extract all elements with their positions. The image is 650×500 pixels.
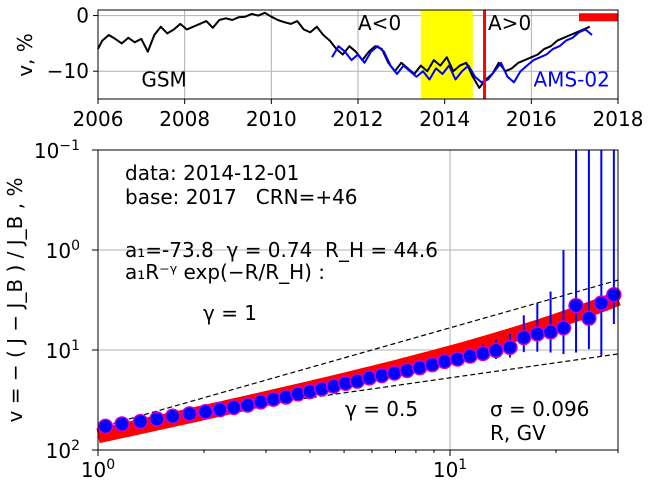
tick-exponent: 1 [71,338,80,354]
annotation-a-negative: A<0 [358,11,401,35]
data-point [97,418,114,435]
data-point [164,408,181,425]
data-point [212,401,228,418]
data-point [114,416,130,432]
top-x-tick-label: 2012 [333,107,384,131]
top-series-layer [97,11,593,89]
bottom-x-tick-label: 100 [81,457,115,482]
data-point [502,339,518,356]
data-point [181,406,198,422]
bottom-y-tick-label: 100 [46,238,80,263]
data-point [555,320,572,336]
gsm-series-label: GSM [141,68,186,92]
bottom-axes-frame [97,149,619,451]
time-series-panel: 2006 2008 2010 2012 2014 2016 2018 0 −10 A<0 A>0… [13,4,643,131]
data-point [253,394,269,410]
tick-exponent: 0 [71,238,80,254]
top-x-tick-label: 2018 [593,107,644,131]
reference-line-gamma [97,279,619,429]
data-point [568,297,584,314]
data-point [542,324,559,340]
tick-exponent: 1 [458,457,467,473]
data-point [399,362,415,379]
top-y-tick-label: 0 [76,4,89,28]
gamma-05-label: γ = 0.5 [345,397,418,421]
data-point [132,413,149,430]
top-y-axis-label: v, % [13,33,37,77]
ams02-series-label: AMS-02 [534,68,610,92]
data-point [529,326,546,342]
top-x-tick-label: 2014 [419,107,470,131]
yellow-period-band [420,10,473,99]
top-y-tick-label: −10 [47,59,89,83]
data-point [197,404,214,420]
fit-model-label: a₁R⁻ᵞ exp(−R/R_H) : [125,260,325,284]
data-point [488,342,504,359]
sigma-label: σ = 0.096 [490,397,589,421]
top-x-tick-label: 2016 [506,107,557,131]
data-point [436,353,453,370]
data-point [361,370,378,386]
data-point [149,411,165,427]
data-point [462,348,478,364]
x-axis-label: R, GV [490,421,546,445]
fit-parameters-label: a₁=-73.8 γ = 0.74 R_H = 44.6 [125,238,438,262]
tick-exponent: 2 [71,438,80,454]
ams02-series-line [331,28,593,84]
data-point [374,367,390,384]
data-point [265,391,282,407]
data-point [606,286,622,303]
gsm-series-line [97,11,591,89]
bottom-y-axis-label: v = − ( J − J_B ) / J_B , % [3,178,27,423]
gamma-1-label: γ = 1 [203,301,257,325]
base-crn-label: base: 2017 CRN=+46 [125,185,358,209]
tick-exponent: −1 [59,138,80,154]
data-point [581,310,597,326]
data-point [475,345,491,362]
data-point [225,399,242,416]
reference-slope-lines [97,279,619,429]
top-x-tick-label: 2010 [246,107,297,131]
data-point [449,351,466,367]
annotation-a-positive: A>0 [488,11,531,35]
top-x-tick-label: 2006 [73,107,124,131]
data-point [386,365,403,381]
data-date-label: data: 2014-12-01 [125,161,299,185]
tick-exponent: 0 [106,457,115,473]
data-point [411,359,428,376]
data-points [97,286,622,435]
top-x-tick-label: 2008 [159,107,210,131]
top-axis-ticks: 2006 2008 2010 2012 2014 2016 2018 0 −10 [47,4,644,131]
data-point [516,329,532,346]
data-point [593,295,610,311]
data-point [239,397,256,413]
